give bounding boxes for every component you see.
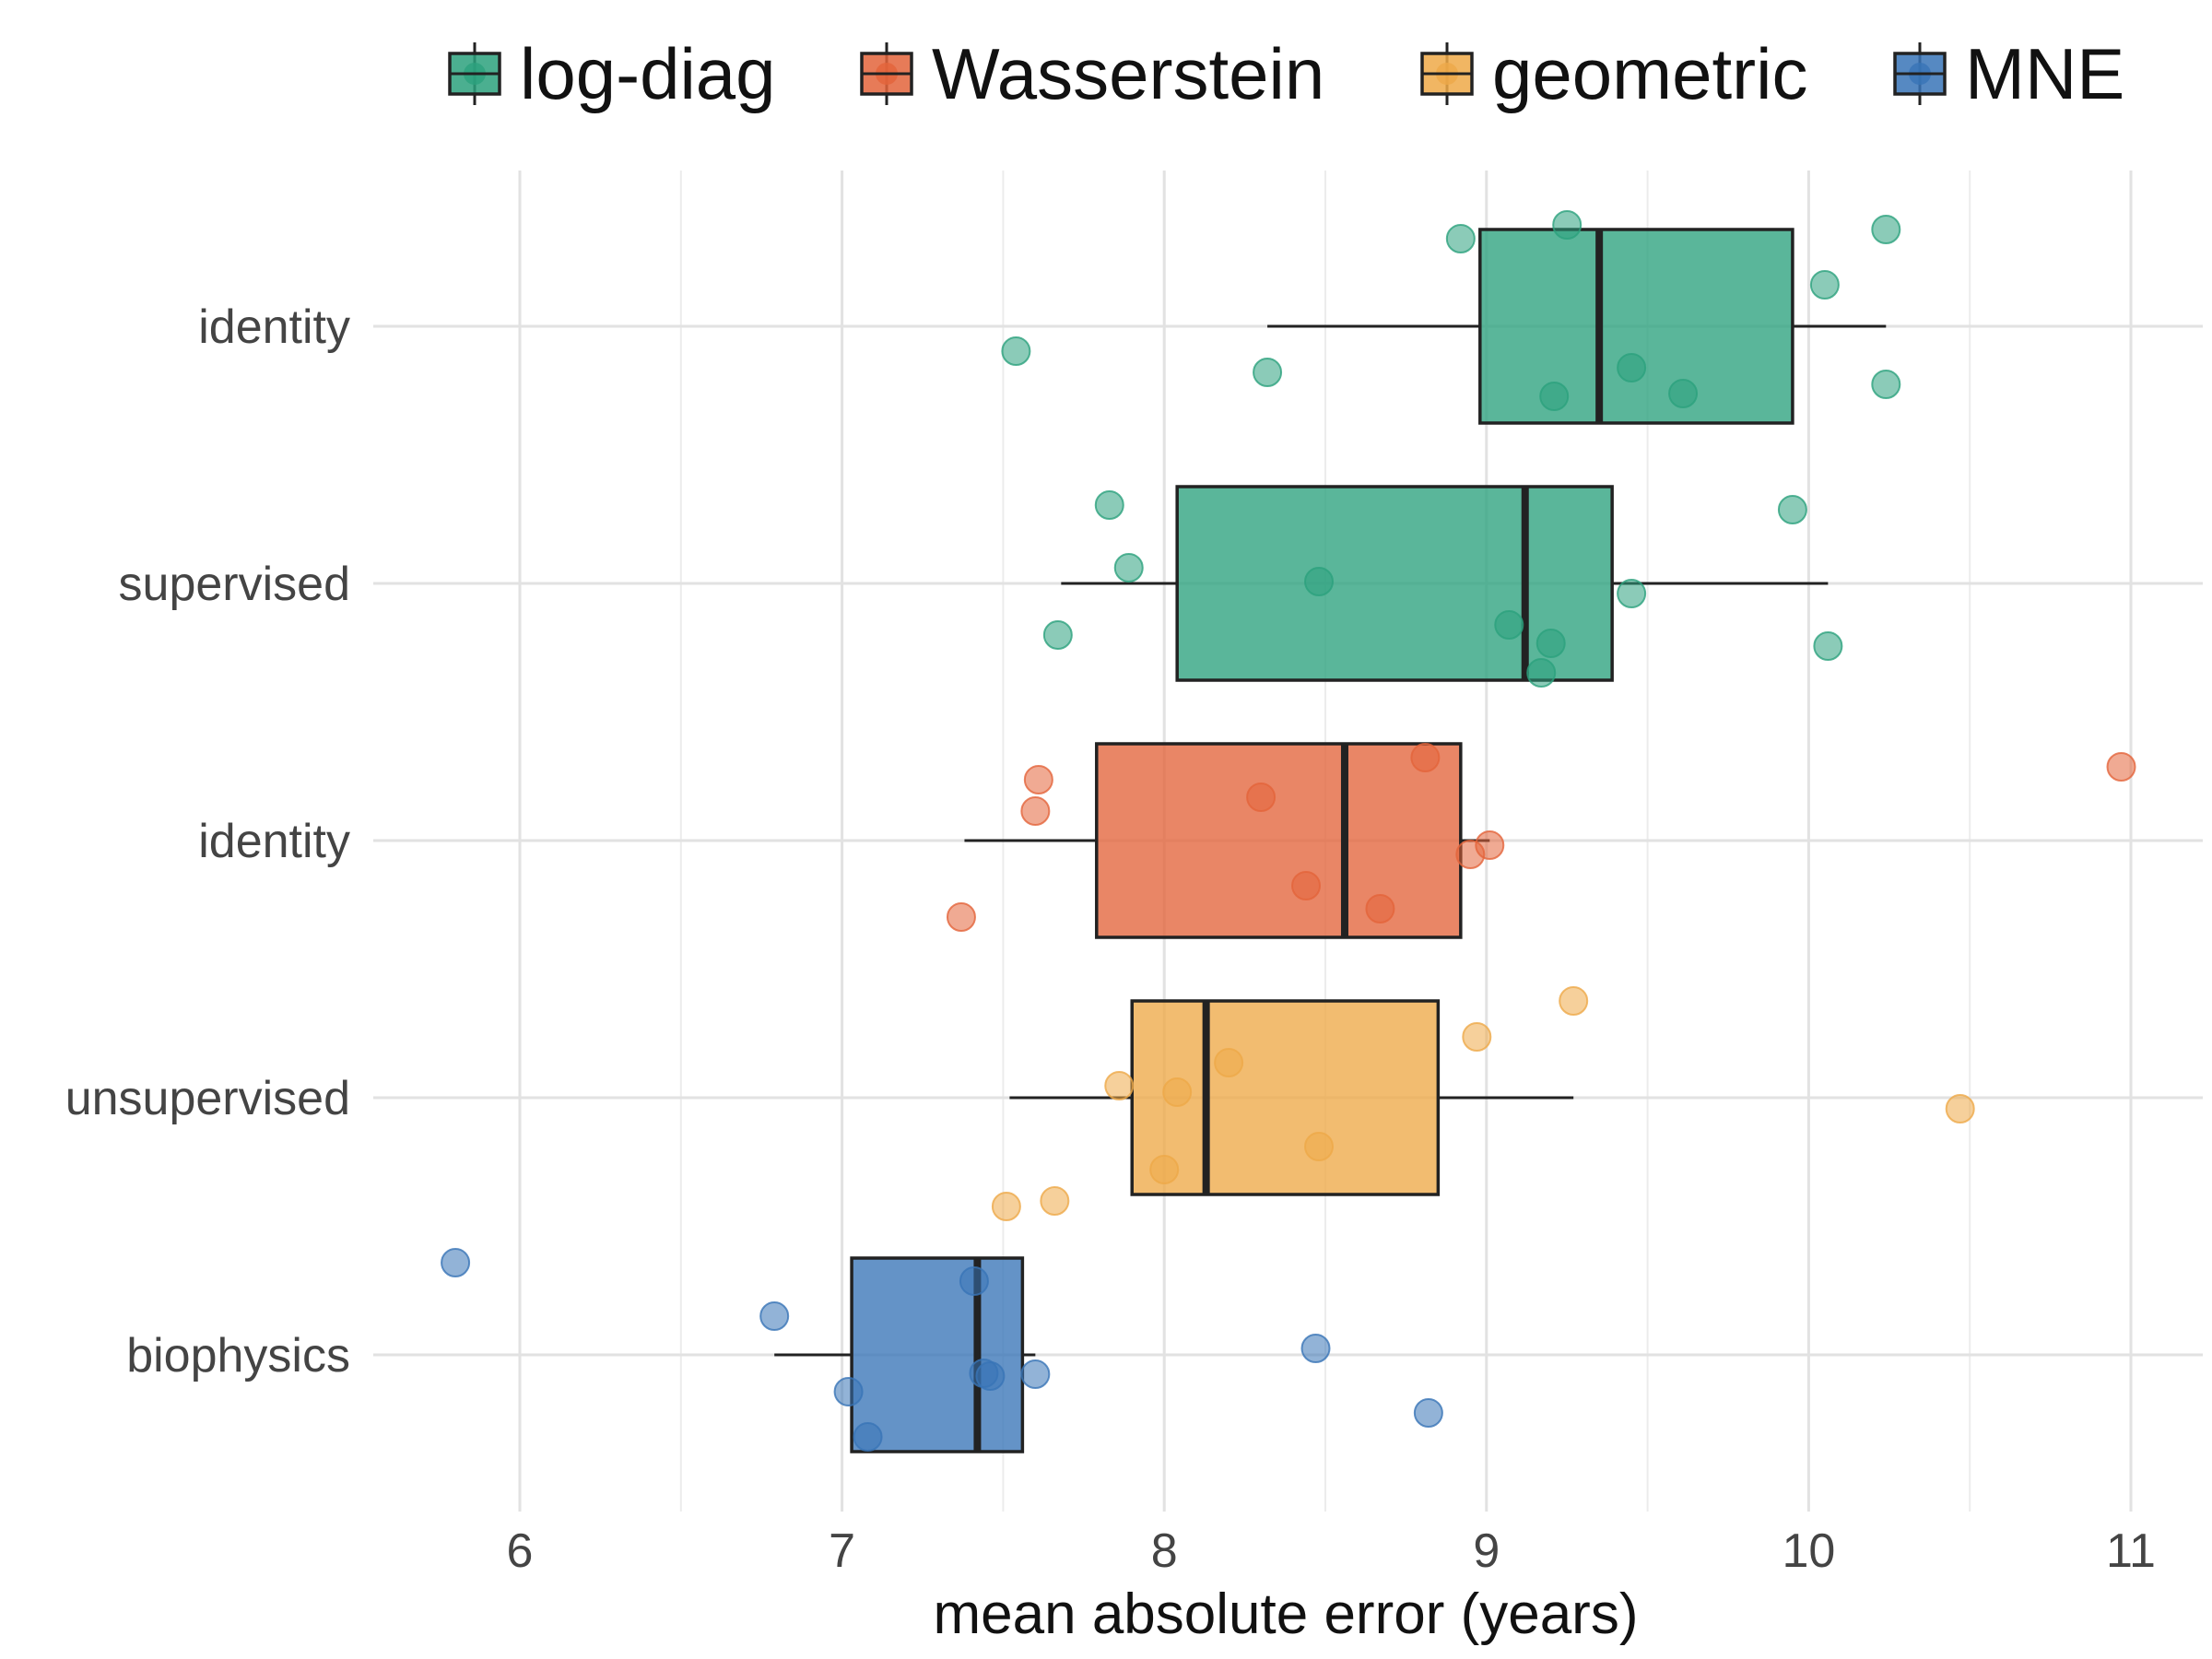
- data-point: [2106, 752, 2136, 782]
- data-point: [1253, 358, 1283, 387]
- data-point: [1304, 567, 1335, 596]
- data-point: [991, 1192, 1021, 1221]
- legend-item: log-diag: [448, 33, 776, 114]
- data-point: [1040, 1186, 1070, 1216]
- x-tick-label: 7: [829, 1524, 855, 1578]
- y-tick-labels: identity supervised identity unsupervised bi…: [65, 300, 350, 1382]
- legend-item: MNE: [1893, 33, 2124, 114]
- legend-label: geometric: [1492, 33, 1807, 114]
- data-point: [1809, 270, 1840, 300]
- data-point: [975, 1361, 1006, 1391]
- data-point: [1104, 1071, 1135, 1100]
- legend-label: log-diag: [520, 33, 776, 114]
- data-point: [1559, 986, 1589, 1016]
- box-log-diag: [1478, 228, 1794, 425]
- data-point: [946, 902, 976, 932]
- y-tick-label: identity: [198, 815, 350, 868]
- legend-item: geometric: [1420, 33, 1807, 114]
- data-point: [959, 1266, 989, 1296]
- data-point: [1162, 1077, 1193, 1107]
- data-point: [1777, 495, 1807, 524]
- data-point: [1304, 1132, 1335, 1161]
- y-tick-label: supervised: [119, 558, 350, 611]
- data-point: [1871, 215, 1901, 244]
- data-point: [1535, 629, 1566, 658]
- data-point: [1526, 658, 1557, 688]
- data-point: [1042, 620, 1073, 650]
- data-point: [853, 1422, 883, 1452]
- data-point: [1539, 382, 1570, 411]
- data-point: [1462, 1022, 1492, 1052]
- data-point: [1410, 743, 1441, 772]
- y-tick-label: biophysics: [126, 1329, 350, 1382]
- box-layer: [774, 228, 1887, 1453]
- legend-label: Wasserstein: [932, 33, 1324, 114]
- data-point: [1214, 1048, 1244, 1077]
- data-point: [1023, 765, 1053, 794]
- data-point: [1020, 1359, 1051, 1389]
- data-point: [1552, 210, 1583, 240]
- data-point: [1455, 840, 1486, 869]
- data-point: [833, 1377, 864, 1406]
- data-point: [1668, 379, 1699, 408]
- data-point: [1149, 1155, 1180, 1184]
- data-point: [1113, 553, 1144, 582]
- data-point: [441, 1248, 471, 1277]
- data-point: [1813, 631, 1843, 661]
- x-axis-title: mean absolute error (years): [934, 1583, 1639, 1646]
- box-Wasserstein: [1095, 742, 1463, 939]
- data-point: [1291, 871, 1322, 900]
- box-MNE: [850, 1256, 1025, 1453]
- data-point: [1871, 370, 1901, 399]
- legend-label: MNE: [1965, 33, 2124, 114]
- data-point: [1494, 610, 1524, 640]
- y-tick-label: identity: [198, 300, 350, 354]
- x-tick-label: 10: [1782, 1524, 1835, 1578]
- data-point: [1020, 796, 1051, 826]
- data-point: [1300, 1334, 1331, 1363]
- data-point: [1365, 894, 1395, 924]
- point-layer: [441, 210, 2136, 1452]
- data-point: [1617, 353, 1647, 382]
- data-point: [1246, 782, 1277, 812]
- data-point: [1413, 1398, 1443, 1428]
- legend-item: Wasserstein: [860, 33, 1324, 114]
- data-point: [1445, 224, 1476, 253]
- data-point: [1094, 490, 1124, 520]
- data-point: [1945, 1094, 1975, 1124]
- x-tick-labels: 6 7 8 9 10 11: [507, 1524, 2156, 1578]
- data-point: [1617, 579, 1647, 608]
- legend: log-diag Wasserstein geometric MNE: [448, 33, 2124, 114]
- x-tick-label: 9: [1473, 1524, 1500, 1578]
- data-point: [1001, 336, 1031, 366]
- data-point: [759, 1301, 790, 1331]
- x-tick-label: 8: [1151, 1524, 1178, 1578]
- y-tick-label: unsupervised: [65, 1072, 350, 1125]
- x-tick-label: 6: [507, 1524, 534, 1578]
- x-tick-label: 11: [2106, 1524, 2156, 1578]
